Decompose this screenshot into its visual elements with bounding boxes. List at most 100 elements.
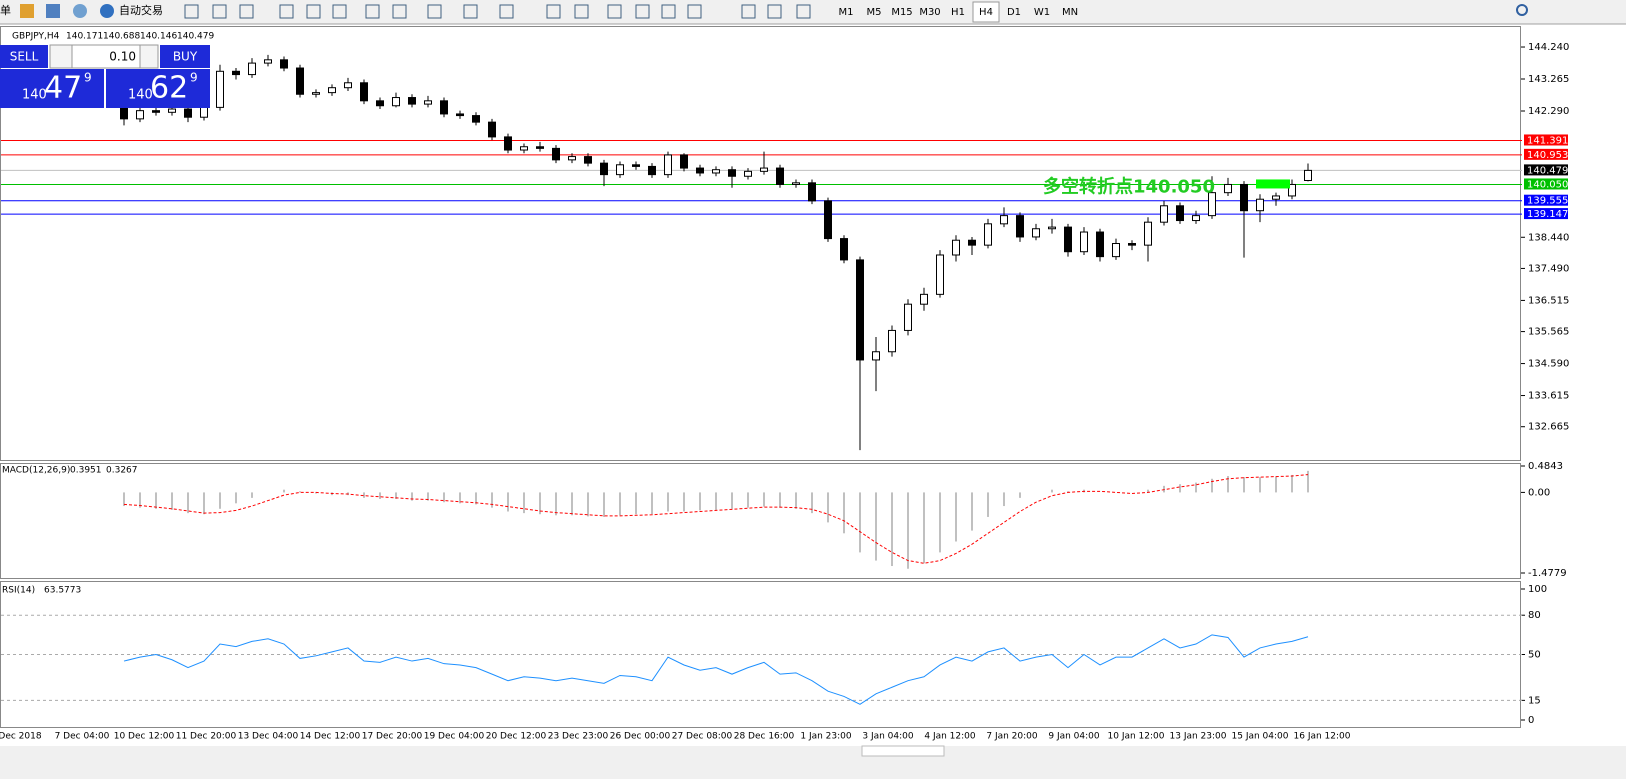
timeframe-button[interactable]: M15 — [891, 7, 912, 18]
tool-icon[interactable] — [212, 4, 227, 19]
lot-up[interactable] — [139, 44, 159, 69]
level-label: 139.555 — [1527, 196, 1568, 207]
candle-body — [840, 238, 848, 261]
buy-price-big: 140 — [128, 88, 153, 103]
level-label: 140.953 — [1527, 150, 1568, 161]
tab-strip — [0, 746, 1626, 779]
candle-body — [1192, 215, 1200, 222]
timeframe-button[interactable]: M5 — [867, 7, 882, 18]
tool-icon[interactable] — [306, 4, 321, 19]
y-tick-label: 142.290 — [1528, 106, 1569, 117]
candle-body — [328, 87, 336, 94]
tool-icon[interactable] — [499, 4, 514, 19]
ohlc-header: 140.146 — [140, 32, 177, 42]
tool-icon[interactable] — [239, 4, 254, 19]
time-label: 13 Dec 04:00 — [238, 732, 299, 742]
search-icon[interactable] — [1516, 4, 1528, 16]
tool-icon[interactable] — [332, 4, 347, 19]
sell-label[interactable]: SELL — [10, 50, 39, 64]
timeframe-button[interactable]: H4 — [979, 7, 993, 18]
candle-body — [1240, 183, 1248, 212]
tool-icon[interactable] — [427, 4, 442, 19]
tool-icon[interactable] — [607, 4, 622, 19]
y-tick-label: 134.590 — [1528, 359, 1569, 370]
candle-body — [680, 154, 688, 169]
candle-body — [760, 167, 768, 172]
candle-body — [1080, 231, 1088, 253]
time-label: 19 Dec 04:00 — [424, 732, 485, 742]
y-tick-label: 100 — [1528, 584, 1547, 595]
candle-body — [1032, 228, 1040, 238]
time-label: 3 Jan 04:00 — [862, 732, 914, 742]
time-label: 20 Dec 12:00 — [486, 732, 547, 742]
tool-icon[interactable] — [365, 4, 380, 19]
lot-value[interactable]: 0.10 — [109, 50, 136, 64]
toolbar: 单 自动交易 — [0, 0, 1626, 25]
candle-body — [1048, 226, 1056, 230]
ohlc-header: 140.688 — [103, 32, 140, 42]
trade-panel: SELL 0.10 BUY 140 47 9 140 62 9 — [0, 44, 210, 108]
candle-body — [472, 115, 480, 123]
candle-body — [136, 110, 144, 120]
tool-icon[interactable] — [463, 4, 478, 19]
candle-body — [1272, 195, 1280, 200]
tool-icon[interactable] — [546, 4, 561, 19]
sell-price-box[interactable] — [0, 69, 104, 108]
timeframe-button[interactable]: M30 — [919, 7, 940, 18]
icon[interactable] — [46, 4, 60, 18]
y-tick-label: 143.265 — [1528, 74, 1569, 85]
candle-body — [904, 303, 912, 331]
candle-body — [792, 182, 800, 185]
tool-icon[interactable] — [279, 4, 294, 19]
icon[interactable] — [100, 4, 114, 18]
tool-icon[interactable] — [635, 4, 650, 19]
candle-body — [920, 293, 928, 305]
candle-body — [424, 100, 432, 105]
tool-icon[interactable] — [767, 4, 782, 19]
buy-label[interactable]: BUY — [173, 50, 198, 64]
level-label: 139.147 — [1527, 209, 1568, 220]
candle-body — [584, 156, 592, 164]
y-tick-label: 80 — [1528, 610, 1541, 621]
time-label: 16 Jan 12:00 — [1294, 732, 1351, 742]
indicator-value: 0.3951 — [70, 466, 102, 476]
candle-body — [152, 110, 160, 113]
timeframe-button[interactable]: MN — [1062, 7, 1078, 18]
level-label-bg — [1524, 178, 1568, 190]
tool-icon[interactable] — [392, 4, 407, 19]
buy-button[interactable] — [160, 45, 210, 68]
tool-icon[interactable] — [796, 4, 811, 19]
candle-body — [1112, 243, 1120, 258]
icon[interactable] — [20, 4, 34, 18]
timeframe-button[interactable]: H1 — [951, 7, 965, 18]
time-label: 9 Jan 04:00 — [1048, 732, 1100, 742]
candle-body — [936, 254, 944, 295]
tool-icon[interactable] — [574, 4, 589, 19]
main-panel — [0, 26, 1521, 461]
sell-button[interactable] — [0, 45, 48, 68]
tab[interactable] — [861, 745, 945, 757]
time-label: 7 Dec 04:00 — [55, 732, 110, 742]
timeframe-button[interactable]: D1 — [1007, 7, 1021, 18]
candle-body — [504, 136, 512, 151]
candle-body — [520, 146, 528, 151]
candle-body — [1160, 205, 1168, 223]
timeframe-button[interactable]: W1 — [1034, 7, 1050, 18]
toolbar-bg — [0, 0, 1626, 24]
time-label: 27 Dec 08:00 — [672, 732, 733, 742]
lot-down[interactable] — [49, 44, 73, 69]
tool-icon[interactable] — [741, 4, 756, 19]
auto-trading[interactable]: 自动交易 — [119, 3, 163, 17]
buy-price-box[interactable] — [106, 69, 210, 108]
icon[interactable] — [73, 4, 87, 18]
buy-price-pip: 9 — [190, 71, 198, 85]
tool-icon[interactable] — [661, 4, 676, 19]
candle-body — [664, 154, 672, 176]
candle-body — [888, 329, 896, 353]
timeframe-button[interactable]: M1 — [839, 7, 854, 18]
candle-body — [1000, 215, 1008, 225]
tool-icon[interactable] — [184, 4, 199, 19]
tool-icon[interactable] — [687, 4, 702, 19]
